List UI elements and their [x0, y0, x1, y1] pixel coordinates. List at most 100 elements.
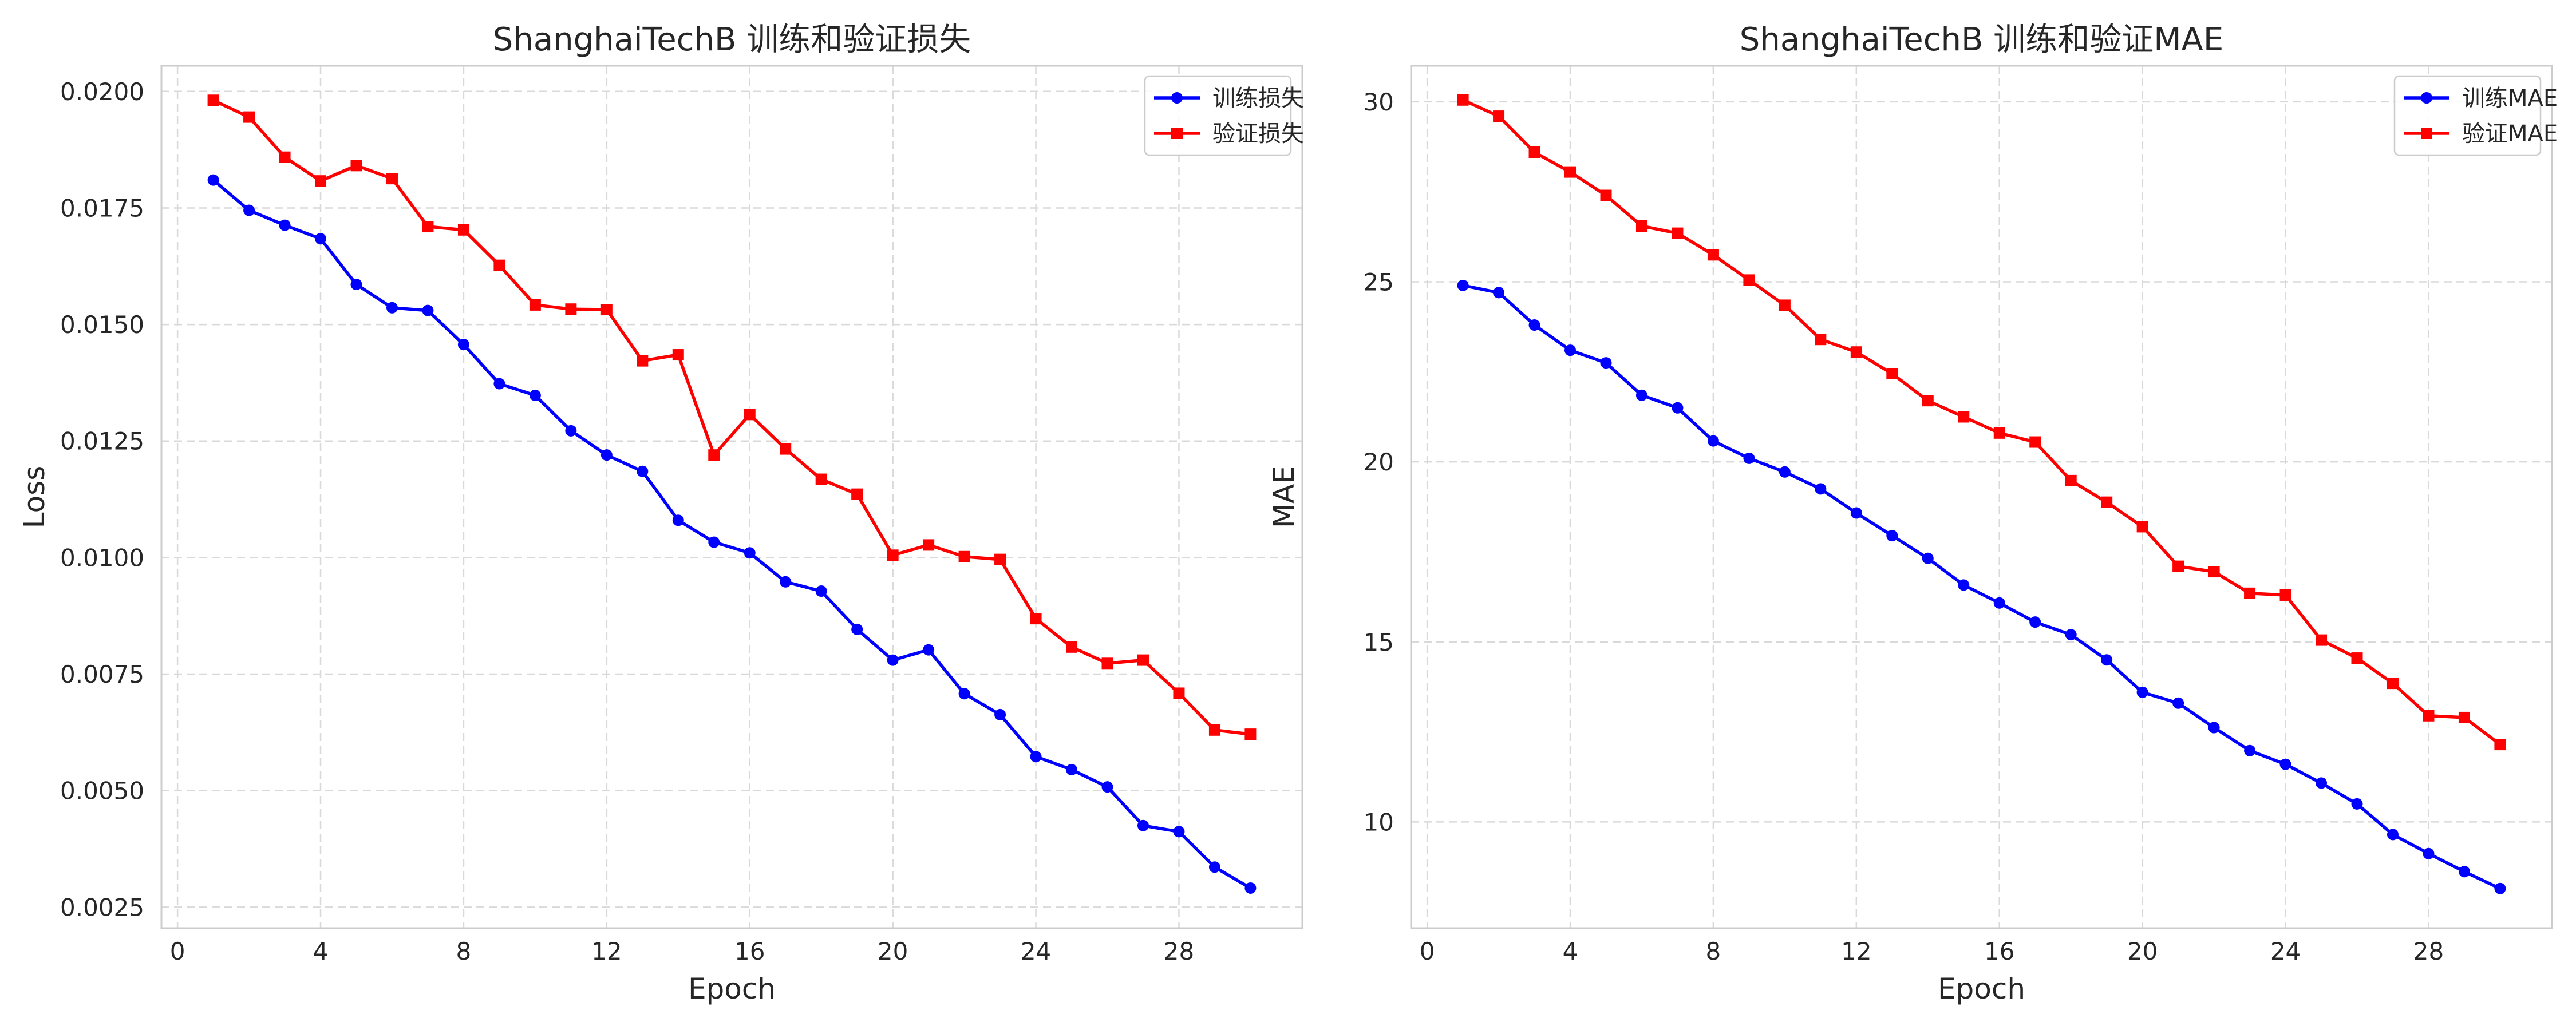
loss-series-1-point	[637, 355, 649, 367]
mae-series-0-point	[2494, 882, 2506, 894]
loss-y-tick-label: 0.0025	[60, 893, 144, 921]
loss-series-1-point	[994, 553, 1006, 565]
loss-chart-frame	[160, 65, 1303, 929]
mae-series-0-point	[1993, 597, 2005, 609]
loss-y-tick-label: 0.0075	[60, 660, 144, 688]
mae-series-0-point	[1707, 435, 1719, 447]
loss-series-1-point	[923, 539, 935, 551]
mae-series-1-point	[2423, 710, 2435, 722]
loss-chart-y-axis-label: Loss	[18, 466, 51, 529]
mae-y-tick-label: 15	[1364, 628, 1394, 656]
mae-series-0-point	[1635, 389, 1647, 401]
mae-series-1-point	[2279, 589, 2291, 601]
mae-series-0-point	[2423, 847, 2435, 859]
mae-series-1-point	[1815, 334, 1827, 346]
mae-series-0-point	[2065, 629, 2077, 641]
loss-series-0-point	[708, 536, 720, 548]
loss-series-1-point	[1173, 687, 1185, 699]
loss-chart-legend: 训练损失 验证损失	[1144, 75, 1304, 156]
loss-series-1-point	[815, 473, 827, 485]
mae-series-1-point	[2351, 652, 2363, 664]
loss-series-1-line	[212, 98, 1251, 736]
loss-series-0-point	[672, 514, 684, 526]
mae-series-0-point	[1564, 344, 1577, 356]
loss-x-tick-label: 24	[1021, 937, 1051, 965]
mae-series-0-point	[2172, 697, 2184, 709]
mae-series-0-point	[1958, 579, 1970, 591]
loss-series-0-point	[1101, 781, 1113, 793]
mae-series-1-point	[2458, 711, 2470, 723]
loss-series-1-point	[1101, 657, 1113, 670]
loss-series-1-point	[958, 550, 970, 562]
mae-series-0-point	[1528, 319, 1540, 331]
mae-series-0-point	[2136, 686, 2148, 698]
mae-y-tick-label: 10	[1364, 808, 1394, 836]
mae-x-tick-label: 20	[2127, 937, 2158, 965]
loss-y-tick-label: 0.0100	[60, 544, 144, 572]
mae-series-0-point	[1672, 402, 1684, 414]
mae-series-0-point	[2208, 722, 2220, 734]
mae-y-tick-label: 20	[1364, 448, 1394, 476]
loss-series-1-point	[243, 111, 255, 123]
mae-series-0-point	[1886, 530, 1898, 542]
mae-x-tick-label: 4	[1563, 937, 1578, 965]
mae-series-0-point	[2279, 758, 2291, 770]
loss-y-tick-label: 0.0125	[60, 427, 144, 455]
loss-x-tick-label: 4	[313, 937, 329, 965]
mae-series-1-line	[1462, 98, 2502, 746]
mae-chart-series	[1457, 94, 2506, 894]
mae-series-1-point	[1993, 427, 2005, 439]
mae-series-0-point	[1850, 507, 1862, 519]
mae-series-1-point	[2387, 678, 2399, 690]
mae-series-0-line	[1463, 284, 2501, 890]
mae-x-tick-label: 28	[2413, 937, 2444, 965]
loss-series-1-point	[315, 175, 327, 187]
mae-series-0-point	[1779, 466, 1791, 478]
loss-chart-x-axis-label: Epoch	[688, 972, 776, 1005]
mae-series-1-point	[2065, 474, 2077, 486]
loss-series-1-point	[279, 151, 291, 163]
loss-series-0-point	[923, 644, 935, 656]
loss-series-0-point	[744, 547, 756, 559]
loss-series-1-point	[1208, 724, 1220, 736]
loss-series-1-point	[1244, 728, 1257, 740]
loss-chart-legend-entry-train: 训练损失	[1154, 85, 1304, 112]
mae-series-1-point	[1457, 94, 1469, 106]
mae-series-0-point	[2458, 866, 2470, 878]
loss-series-0-point	[422, 304, 434, 316]
legend-label-val-mae: 验证MAE	[2462, 121, 2558, 147]
loss-series-0-point	[207, 174, 219, 186]
mae-series-1-point	[1528, 146, 1540, 159]
loss-chart: 0 4 8 12 16 20 24 28 0.0025 0.0050 0.0075 0.0100 0.0…	[18, 21, 1304, 1005]
loss-x-tick-label: 8	[456, 937, 472, 965]
loss-series-0-point	[457, 339, 469, 351]
mae-series-1-point	[2029, 436, 2041, 448]
loss-series-1-point	[851, 488, 863, 500]
loss-x-tick-label: 16	[734, 937, 765, 965]
legend-marker-val-mae	[2421, 128, 2432, 139]
loss-series-1-point	[386, 173, 398, 185]
mae-series-1-point	[1564, 166, 1577, 178]
mae-series-0-point	[2316, 777, 2328, 789]
loss-x-tick-label: 20	[878, 937, 908, 965]
mae-chart-title: ShanghaiTechB 训练和验证MAE	[1740, 21, 2223, 58]
mae-series-1-point	[1922, 395, 1934, 407]
mae-series-0-point	[2351, 798, 2363, 810]
loss-series-1-point	[1030, 613, 1042, 625]
mae-series-1-point	[1743, 274, 1755, 286]
loss-series-0-line	[212, 179, 1251, 890]
mae-series-1-point	[2316, 634, 2328, 646]
mae-series-1-point	[1850, 346, 1862, 358]
mae-series-0-point	[2029, 616, 2041, 628]
legend-label-val-loss: 验证损失	[1212, 121, 1304, 147]
mae-series-0-point	[1743, 452, 1755, 464]
mae-series-1-point	[1635, 220, 1647, 232]
mae-series-1-point	[2208, 566, 2220, 578]
loss-series-0-point	[637, 465, 649, 477]
loss-y-tick-label: 0.0150	[60, 311, 144, 339]
loss-chart-series	[207, 94, 1257, 894]
mae-series-1-point	[2494, 739, 2506, 751]
loss-series-1-point	[529, 299, 541, 311]
loss-y-tick-label: 0.0050	[60, 777, 144, 805]
legend-marker-train-loss	[1171, 92, 1183, 104]
